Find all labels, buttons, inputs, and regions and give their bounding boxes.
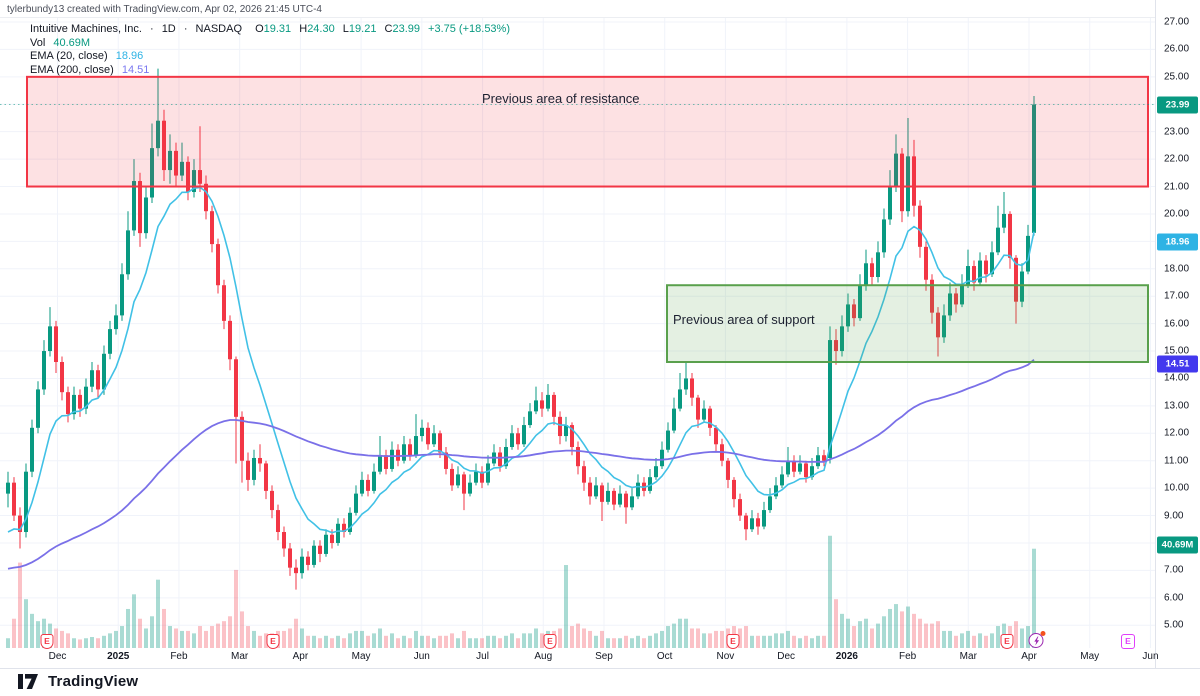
tradingview-logo-mark <box>18 674 38 689</box>
time-label-Sep: Sep <box>595 651 613 662</box>
price-axis-divider <box>1155 0 1156 668</box>
price-tick: 17.00 <box>1164 290 1190 302</box>
price-tick: 11.00 <box>1164 455 1189 467</box>
volume-value: 40.69M <box>53 36 91 49</box>
ema20-label: EMA (20, close) <box>30 50 108 63</box>
price-tick: 9.00 <box>1164 510 1184 522</box>
volume-layer <box>6 535 1036 648</box>
credit-line: tylerbundy13 created with TradingView.co… <box>7 4 322 15</box>
price-tick: 16.00 <box>1164 318 1190 330</box>
open-label: O <box>255 23 264 35</box>
resistance-zone[interactable] <box>26 75 1149 188</box>
time-axis[interactable]: Dec 2025 Feb Mar Apr May Jun Jul Aug Sep Oct Nov Dec… <box>0 646 1159 668</box>
price-tick: 12.00 <box>1164 427 1190 439</box>
footer-divider <box>0 668 1200 669</box>
separator-dot: · <box>183 23 188 35</box>
time-label-May: May <box>1080 651 1100 662</box>
time-label-Jul: Jul <box>476 651 489 662</box>
exchange-label: NASDAQ <box>195 23 243 35</box>
separator-dot: · <box>149 23 154 35</box>
volume-row[interactable]: Vol 40.69M <box>30 37 510 51</box>
close-label: C <box>384 23 393 35</box>
close-value: 23.99 <box>392 23 420 35</box>
ema200-value: 14.51 <box>121 63 150 76</box>
high-value: 24.30 <box>307 23 335 35</box>
countdown-icon[interactable] <box>1028 631 1046 648</box>
time-label-Mar: Mar <box>959 651 977 662</box>
time-label-Aug: Aug <box>534 651 553 662</box>
time-label-2026: 2026 <box>835 651 858 662</box>
price-tick: 7.00 <box>1164 564 1184 576</box>
price-tick: 21.00 <box>1164 181 1190 193</box>
last-price-badge: 23.99 <box>1157 96 1198 114</box>
ema200-label: EMA (200, close) <box>30 63 114 76</box>
time-label-Dec: Dec <box>777 651 796 662</box>
time-label-Mar: Mar <box>231 651 249 662</box>
price-tick: 25.00 <box>1164 71 1190 83</box>
price-tick: 22.00 <box>1164 153 1190 165</box>
price-tick: 20.00 <box>1164 208 1190 220</box>
earnings-icon[interactable]: E <box>1000 634 1014 649</box>
price-tick: 15.00 <box>1164 345 1190 357</box>
price-axis[interactable]: 27.00 26.00 25.00 23.00 22.00 21.00 20.00 18.00… <box>1156 0 1200 668</box>
ema200-row[interactable]: EMA (200, close) 14.51 <box>30 64 510 78</box>
earnings-icon[interactable]: E <box>543 634 557 649</box>
time-label-Apr: Apr <box>1021 651 1037 662</box>
change-value: +3.75 (+18.53%) <box>428 23 510 35</box>
interval-label: 1D <box>161 23 176 35</box>
price-tick: 6.00 <box>1164 592 1184 604</box>
earnings-icon[interactable]: E <box>266 634 280 649</box>
time-label-Nov: Nov <box>716 651 735 662</box>
ema20-line <box>7 186 1035 534</box>
symbol-row[interactable]: Intuitive Machines, Inc. · 1D · NASDAQ O… <box>30 23 510 37</box>
time-label-Feb: Feb <box>170 651 188 662</box>
ema200-badge: 14.51 <box>1157 355 1198 373</box>
earnings-icon[interactable]: E <box>726 634 740 649</box>
price-tick: 27.00 <box>1164 16 1190 28</box>
time-label-Apr: Apr <box>292 651 309 662</box>
time-label-Jun: Jun <box>1142 651 1159 662</box>
header-divider <box>0 17 1200 18</box>
support-zone[interactable] <box>666 284 1149 364</box>
ema20-value: 18.96 <box>115 50 144 63</box>
ema20-badge: 18.96 <box>1157 233 1198 251</box>
support-zone-label[interactable]: Previous area of support <box>673 312 815 327</box>
time-label-Dec: Dec <box>48 651 67 662</box>
time-label-Jun: Jun <box>413 651 430 662</box>
time-label-May: May <box>351 651 371 662</box>
tradingview-logo-text: TradingView <box>48 673 139 690</box>
price-tick: 23.00 <box>1164 126 1190 138</box>
price-tick: 26.00 <box>1164 43 1190 55</box>
ema200-line <box>7 359 1035 570</box>
time-label-Feb: Feb <box>898 651 917 662</box>
high-label: H <box>299 23 308 35</box>
price-tick: 13.00 <box>1164 400 1190 412</box>
ema20-row[interactable]: EMA (20, close) 18.96 <box>30 50 510 64</box>
tradingview-logo[interactable]: TradingView <box>18 673 138 690</box>
resistance-zone-label[interactable]: Previous area of resistance <box>482 91 640 106</box>
price-tick: 18.00 <box>1164 263 1190 275</box>
symbol-title: Intuitive Machines, Inc. <box>30 23 142 35</box>
low-label: L <box>342 23 349 35</box>
low-value: 19.21 <box>348 23 377 35</box>
price-tick: 5.00 <box>1164 619 1184 631</box>
open-value: 19.31 <box>263 23 292 35</box>
earnings-icon[interactable]: E <box>40 634 54 649</box>
chart-legend: Intuitive Machines, Inc. · 1D · NASDAQ O… <box>30 23 510 77</box>
price-tick: 14.00 <box>1164 372 1190 384</box>
volume-label: Vol <box>30 36 46 49</box>
upcoming-earnings-icon[interactable]: E <box>1121 634 1135 649</box>
time-label-Oct: Oct <box>656 651 673 662</box>
volume-badge: 40.69M <box>1157 536 1198 554</box>
candlestick-layer <box>6 68 1036 590</box>
grid-layer <box>0 18 1155 648</box>
time-label-2025: 2025 <box>107 651 130 662</box>
price-tick: 10.00 <box>1164 482 1190 494</box>
